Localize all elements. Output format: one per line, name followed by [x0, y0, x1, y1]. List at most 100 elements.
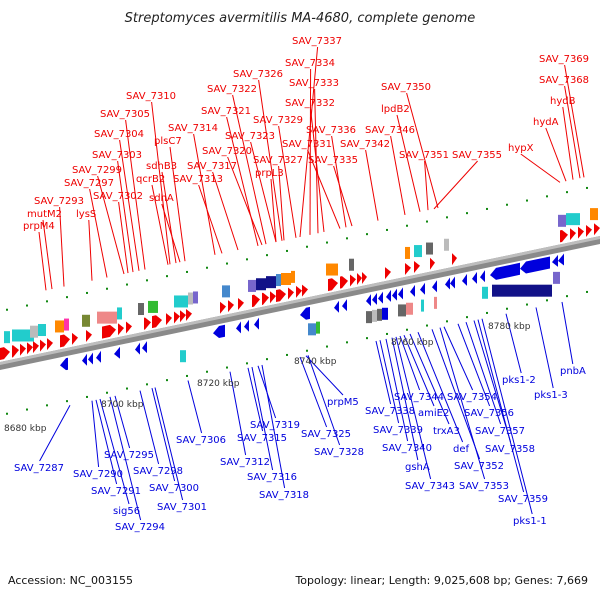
- leader-line: [117, 160, 134, 273]
- scale-label-8740: 8740 kbp: [294, 357, 337, 367]
- reverse-gene-arrow: [334, 300, 339, 313]
- reverse-gene-arrow: [244, 319, 249, 332]
- leader-line: [417, 332, 464, 443]
- gene-label: SAV_7298: [133, 466, 183, 477]
- leader-line: [278, 125, 297, 238]
- leader-line: [42, 219, 53, 290]
- leader-line: [95, 399, 118, 485]
- gene-label: sig56: [113, 506, 140, 517]
- tick-mark: [586, 290, 588, 293]
- tick-mark: [126, 283, 128, 286]
- accession-text: Accession: NC_003155: [8, 574, 134, 587]
- reverse-gene-arrow: [96, 350, 101, 363]
- gene-label: SAV_7356: [464, 408, 514, 419]
- domain-box: [316, 321, 320, 334]
- leader-line: [433, 160, 478, 210]
- gene-label: SAV_7352: [454, 461, 504, 472]
- tick-mark: [106, 287, 108, 290]
- gene-label: SAV_7312: [220, 457, 270, 468]
- tick-mark: [226, 366, 228, 369]
- leader-line: [114, 395, 131, 449]
- leader-line: [409, 333, 450, 425]
- reverse-gene-arrow: [342, 299, 347, 312]
- leader-line: [151, 184, 169, 265]
- domain-box: [426, 242, 433, 255]
- leader-line: [270, 178, 277, 243]
- tick-mark: [186, 374, 188, 377]
- tick-mark: [166, 275, 168, 278]
- scale-label-8700: 8700 kbp: [101, 400, 144, 410]
- tick-mark: [466, 212, 468, 215]
- reverse-gene-arrow: [398, 287, 403, 300]
- reverse-gene-arrow: [432, 280, 437, 293]
- gene-label: SAV_7305: [100, 109, 150, 120]
- forward-gene-arrow: [72, 332, 78, 345]
- gene-label: qcrB2: [136, 174, 165, 185]
- gene-label: hypX: [508, 143, 534, 154]
- leader-line: [161, 203, 181, 263]
- domain-box: [382, 307, 388, 320]
- gene-label: SAV_7342: [340, 139, 390, 150]
- leader-line: [91, 400, 100, 468]
- leader-line: [535, 307, 554, 389]
- leader-line: [161, 171, 177, 264]
- tick-mark: [266, 254, 268, 257]
- gene-label: SAV_7346: [365, 125, 415, 136]
- forward-gene-arrow: [252, 294, 260, 308]
- gene-label: SAV_7334: [285, 58, 335, 69]
- gene-label: SAV_7321: [201, 106, 251, 117]
- leader-line: [99, 398, 130, 505]
- gene-label: SAV_7332: [285, 98, 335, 109]
- leader-line: [305, 355, 344, 396]
- tick-mark: [446, 216, 448, 219]
- gene-label: SAV_7343: [405, 481, 455, 492]
- tick-mark: [466, 316, 468, 319]
- domain-box: [266, 276, 276, 289]
- leader-line: [88, 219, 93, 281]
- gene-label: hydB: [550, 96, 576, 107]
- forward-gene-arrow: [40, 339, 46, 352]
- tick-mark: [506, 307, 508, 310]
- tick-mark: [506, 203, 508, 206]
- leader-line: [403, 334, 435, 407]
- tick-mark: [526, 303, 528, 306]
- domain-box: [248, 279, 256, 292]
- tick-mark: [26, 304, 28, 307]
- forward-gene-arrow: [385, 267, 391, 280]
- tick-mark: [486, 311, 488, 314]
- leader-line: [406, 92, 439, 209]
- domain-box: [590, 208, 598, 221]
- leader-line: [125, 119, 146, 270]
- forward-gene-arrow: [296, 285, 302, 298]
- gene-label: SAV_7301: [157, 502, 207, 513]
- reverse-gene-arrow: [472, 271, 477, 284]
- leader-line: [396, 114, 421, 212]
- gene-label: SAV_7303: [92, 150, 142, 161]
- tick-mark: [326, 241, 328, 244]
- leader-line: [39, 405, 71, 462]
- tick-mark: [326, 345, 328, 348]
- gene-label: SAV_7315: [237, 433, 287, 444]
- gene-label: SAV_7355: [452, 150, 502, 161]
- gene-label: SAV_7300: [149, 483, 199, 494]
- leader-line: [399, 335, 421, 391]
- leader-line: [229, 371, 247, 456]
- gene-label: sdhB3: [146, 161, 177, 172]
- gene-label: SAV_7350: [381, 82, 431, 93]
- tick-mark: [406, 224, 408, 227]
- tick-mark: [6, 412, 8, 415]
- tick-mark: [46, 300, 48, 303]
- domain-box: [38, 324, 46, 337]
- reverse-gene-arrow: [392, 288, 397, 301]
- genome-backbone: [0, 236, 600, 370]
- leader-line: [309, 68, 312, 235]
- leader-line: [439, 327, 486, 480]
- reverse-gene-arrow: [82, 353, 87, 366]
- forward-gene-arrow: [276, 289, 286, 303]
- leader-line: [119, 139, 140, 271]
- leader-line: [251, 366, 274, 471]
- forward-gene-arrow: [144, 317, 151, 330]
- leader-line: [564, 64, 585, 178]
- leader-line: [395, 336, 432, 480]
